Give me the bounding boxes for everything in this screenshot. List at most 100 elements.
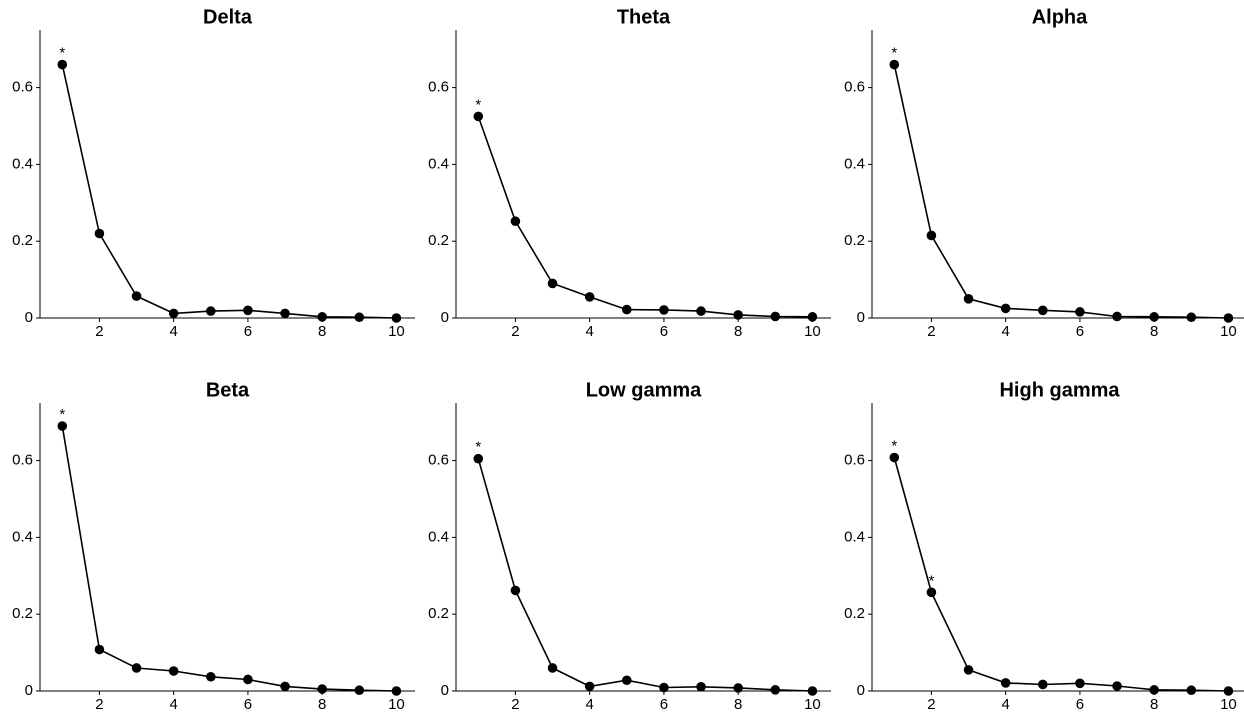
point [1000, 678, 1011, 688]
point [57, 421, 68, 431]
y-tick-label: 0.6 [844, 452, 865, 469]
x-tick-label: 2 [511, 323, 519, 340]
point [584, 681, 595, 692]
line [477, 458, 813, 692]
y-tick-label: 0.2 [428, 605, 449, 622]
x-tick-label: 2 [511, 696, 519, 713]
x-tick-label: 4 [585, 323, 593, 340]
point [1075, 678, 1085, 689]
line [61, 64, 397, 319]
point [621, 304, 632, 315]
point [807, 686, 818, 696]
point [1037, 679, 1048, 690]
point [473, 453, 484, 464]
point [354, 685, 365, 696]
point [243, 674, 253, 685]
x-tick-label: 2 [927, 696, 935, 713]
x-tick-label: 2 [927, 323, 935, 340]
x-tick-label: 6 [244, 696, 252, 713]
x-tick-label: 8 [1150, 323, 1158, 340]
point [1000, 303, 1011, 314]
point [473, 111, 484, 122]
point [659, 305, 669, 315]
y-tick-label: 0 [25, 309, 33, 326]
point [1186, 312, 1197, 323]
y-tick-label: 0.2 [12, 232, 33, 249]
point [584, 292, 595, 302]
x-tick-label: 4 [1001, 696, 1009, 713]
point [1075, 307, 1085, 317]
x-tick-label: 8 [734, 696, 742, 713]
point [243, 305, 253, 316]
point [510, 585, 521, 596]
y-tick-label: 0.6 [12, 452, 33, 469]
x-tick-label: 8 [318, 323, 326, 340]
x-tick-label: 6 [660, 696, 668, 713]
line [477, 116, 813, 318]
point [770, 685, 781, 695]
annotation: * [475, 96, 481, 113]
point [1149, 312, 1159, 322]
y-tick-label: 0.6 [12, 79, 33, 96]
x-tick-label: 10 [804, 323, 821, 340]
x-tick-label: 10 [1220, 323, 1237, 340]
annotation: * [475, 439, 481, 456]
x-tick-label: 8 [734, 323, 742, 340]
point [926, 587, 937, 598]
x-tick-label: 10 [804, 696, 821, 713]
point [547, 278, 558, 289]
x-tick-label: 6 [244, 323, 252, 340]
point [391, 686, 402, 696]
point [963, 665, 974, 675]
point [1223, 313, 1234, 323]
point [733, 683, 743, 693]
point [94, 644, 105, 655]
point [770, 311, 781, 322]
point [1112, 681, 1122, 691]
point [926, 230, 937, 241]
x-tick-label: 6 [1076, 696, 1084, 713]
annotation: * [59, 45, 65, 62]
point [131, 663, 142, 673]
x-tick-label: 10 [388, 696, 405, 713]
point [889, 452, 900, 463]
y-tick-label: 0.4 [12, 155, 33, 172]
chart-title: Low gamma [586, 379, 702, 401]
line [893, 457, 1229, 692]
y-tick-label: 0.2 [844, 605, 865, 622]
y-tick-label: 0 [857, 309, 865, 326]
annotation: * [891, 437, 897, 454]
y-tick-label: 0 [441, 682, 449, 699]
point [733, 310, 743, 320]
y-tick-label: 0 [25, 682, 33, 699]
point [659, 682, 669, 693]
point [131, 291, 142, 301]
chart-title: High gamma [999, 379, 1120, 401]
x-tick-label: 8 [1150, 696, 1158, 713]
y-tick-label: 0.4 [12, 528, 33, 545]
x-tick-label: 6 [660, 323, 668, 340]
chart-title: Delta [203, 6, 253, 28]
point [57, 59, 68, 70]
point [317, 312, 327, 322]
point [1149, 685, 1159, 695]
point [168, 308, 179, 319]
y-tick-label: 0.4 [844, 155, 865, 172]
x-tick-label: 6 [1076, 323, 1084, 340]
point [391, 313, 402, 323]
point [205, 306, 216, 316]
x-tick-label: 10 [388, 323, 405, 340]
y-tick-label: 0.2 [844, 232, 865, 249]
point [889, 59, 900, 70]
x-tick-label: 4 [169, 696, 177, 713]
point [696, 681, 706, 692]
y-tick-label: 0.4 [428, 528, 449, 545]
x-tick-label: 8 [318, 696, 326, 713]
x-tick-label: 10 [1220, 696, 1237, 713]
y-tick-label: 0 [441, 309, 449, 326]
point [1223, 686, 1234, 696]
x-tick-label: 2 [95, 696, 103, 713]
line [61, 425, 397, 692]
